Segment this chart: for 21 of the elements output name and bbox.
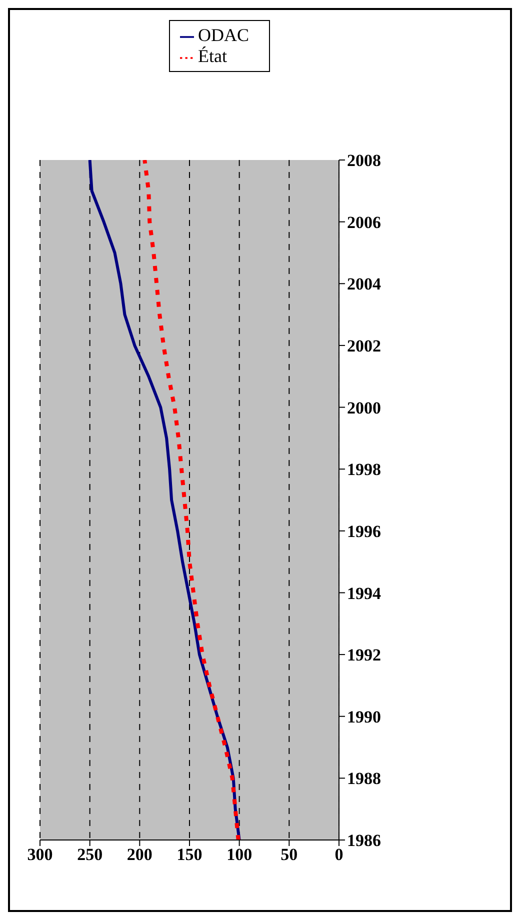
x-tick-label: 0: [334, 845, 344, 864]
x-tick-label: 200: [126, 845, 152, 864]
y-tick-label: 1996: [346, 522, 381, 541]
x-tick-label: 300: [27, 845, 53, 864]
x-tick-label: 50: [280, 845, 298, 864]
y-tick-label: 1990: [346, 707, 381, 726]
y-tick-label: 2004: [346, 274, 382, 294]
y-tick-label: 2008: [346, 151, 381, 170]
legend-label: ODAC: [198, 25, 249, 45]
y-tick-label: 2000: [346, 398, 381, 418]
y-tick-label: 1998: [346, 460, 381, 480]
x-tick-label: 250: [77, 845, 103, 864]
y-tick-label: 2002: [346, 336, 381, 356]
x-tick-label: 150: [176, 845, 202, 864]
y-tick-label: 1986: [346, 831, 381, 850]
y-tick-label: 1992: [346, 646, 381, 665]
legend-label: État: [198, 46, 227, 66]
x-tick-label: 100: [226, 845, 252, 864]
y-tick-label: 1988: [346, 769, 381, 788]
y-tick-label: 1994: [346, 584, 382, 603]
y-tick-label: 2006: [346, 212, 381, 232]
